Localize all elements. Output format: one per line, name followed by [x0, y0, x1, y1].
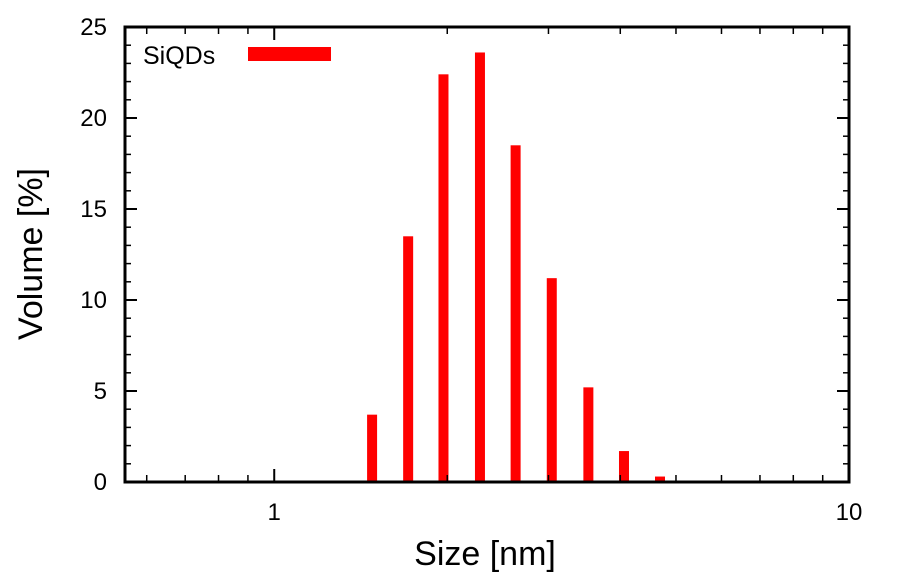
- x-tick-label: 10: [836, 499, 863, 526]
- tick-labels: 1 10 0 5 10 15 20 25: [80, 14, 862, 526]
- bar: [510, 145, 521, 483]
- bar: [655, 476, 666, 482]
- y-tick-label: 25: [80, 14, 107, 41]
- bar: [403, 236, 414, 482]
- y-tick-label: 15: [80, 196, 107, 223]
- y-axis-title: Volume [%]: [12, 168, 50, 340]
- legend-label: SiQDs: [143, 42, 215, 70]
- minor-ticks: [125, 27, 849, 482]
- x-tick-label: 1: [268, 499, 281, 526]
- y-tick-label: 10: [80, 287, 107, 314]
- bar: [618, 451, 629, 482]
- y-tick-label: 20: [80, 105, 107, 132]
- x-axis-title: Size [nm]: [414, 535, 556, 573]
- plot-frame: [123, 25, 851, 484]
- legend-swatch: [248, 47, 331, 61]
- bars-layer: [367, 52, 666, 483]
- bar: [438, 74, 449, 482]
- legend: SiQDs: [143, 42, 331, 70]
- bar: [583, 387, 594, 482]
- bar: [546, 278, 557, 482]
- y-tick-label: 0: [94, 469, 107, 496]
- bar: [474, 52, 485, 482]
- major-ticks: [125, 26, 850, 483]
- y-tick-label: 5: [94, 378, 107, 405]
- bar: [367, 414, 378, 482]
